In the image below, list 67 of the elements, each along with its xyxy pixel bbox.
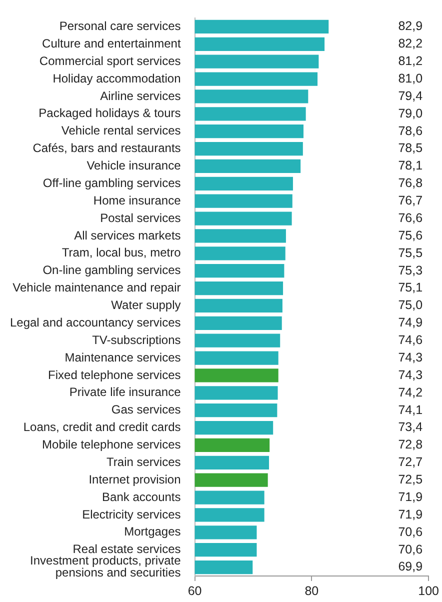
data-label: 74,6 [398, 333, 423, 348]
y-tick-label: Train services [106, 454, 181, 469]
data-label: 75,5 [398, 246, 423, 260]
data-label: 71,9 [398, 490, 423, 504]
y-tick-label: All services markets [74, 228, 181, 242]
y-tick-label: Cafés, bars and restaurants [32, 141, 181, 156]
data-label: 76,7 [398, 194, 423, 208]
data-label: 79,4 [398, 88, 423, 103]
data-label: 78,5 [398, 141, 423, 156]
data-label: 74,3 [398, 368, 423, 382]
y-tick-label: Commercial sport services [39, 54, 181, 68]
data-label: 75,3 [398, 263, 423, 278]
data-label: 74,3 [398, 350, 423, 364]
y-tick-label: Home insurance [93, 193, 182, 208]
data-label: 75,1 [398, 280, 423, 295]
y-tick-label: Bank accounts [102, 490, 181, 504]
data-label: 81,2 [398, 54, 423, 68]
data-label: 69,9 [398, 560, 423, 574]
data-label: 74,2 [398, 385, 423, 400]
data-label: 72,8 [398, 438, 423, 452]
y-tick-label: Vehicle insurance [86, 158, 182, 173]
y-tick-label: Off-line gambling services [42, 176, 181, 190]
y-tick-label: Gas services [111, 402, 181, 417]
y-tick-label: Mobile telephone services [42, 438, 181, 452]
y-tick-label: On-line gambling services [42, 263, 181, 278]
data-label: 79,0 [398, 106, 423, 120]
y-tick-label: Personal care services [59, 19, 181, 34]
data-label: 70,6 [398, 542, 423, 556]
x-tick-label: 100 [418, 584, 440, 598]
y-tick-label: Legal and accountancy services [10, 315, 181, 330]
data-label: 74,1 [398, 402, 423, 417]
y-tick-label: Water supply [111, 298, 181, 312]
y-tick-label: Real estate services [72, 542, 181, 556]
x-tick-label: 60 [188, 584, 202, 598]
data-label: 75,6 [398, 228, 423, 242]
data-label: 73,4 [398, 420, 423, 434]
data-label: 81,0 [398, 71, 423, 86]
data-label: 78,6 [398, 124, 423, 138]
y-tick-label: Postal services [100, 210, 181, 225]
data-label: 72,5 [398, 472, 423, 487]
data-label: 70,6 [398, 524, 423, 539]
data-label: 82,2 [398, 36, 423, 51]
data-label: 76,8 [398, 176, 423, 190]
data-label: 71,9 [398, 507, 423, 522]
data-label: 75,0 [398, 298, 423, 312]
data-label: 76,6 [398, 210, 423, 225]
data-label: 78,1 [398, 158, 423, 173]
y-tick-label: Electricity services [82, 507, 181, 522]
y-tick-label: Holiday accommodation [52, 71, 181, 86]
y-tick-label: Packaged holidays & tours [38, 106, 181, 120]
y-tick-label: Loans, credit and credit cards [23, 420, 181, 434]
y-tick-label: TV-subscriptions [92, 332, 181, 347]
data-label: 82,9 [398, 19, 423, 34]
data-label: 72,7 [398, 455, 423, 470]
y-tick-label: Culture and entertainment [42, 36, 182, 50]
y-tick-label: Vehicle rental services [61, 124, 181, 138]
data-label: 74,9 [398, 316, 423, 330]
y-tick-label: Private life insurance [69, 385, 182, 400]
x-tick-label: 80 [304, 584, 319, 598]
y-tick-label: Airline services [100, 88, 181, 103]
y-tick-label: Internet provision [88, 472, 181, 486]
y-tick-label: Tram, local bus, metro [62, 246, 182, 260]
y-tick-label: Mortgages [124, 524, 181, 539]
y-tick-label: Maintenance services [64, 350, 181, 364]
y-tick-label: Investment products, private pensions and securities [30, 554, 182, 580]
y-tick-label: Vehicle maintenance and repair [12, 280, 181, 295]
y-tick-label: Fixed telephone services [48, 368, 181, 382]
